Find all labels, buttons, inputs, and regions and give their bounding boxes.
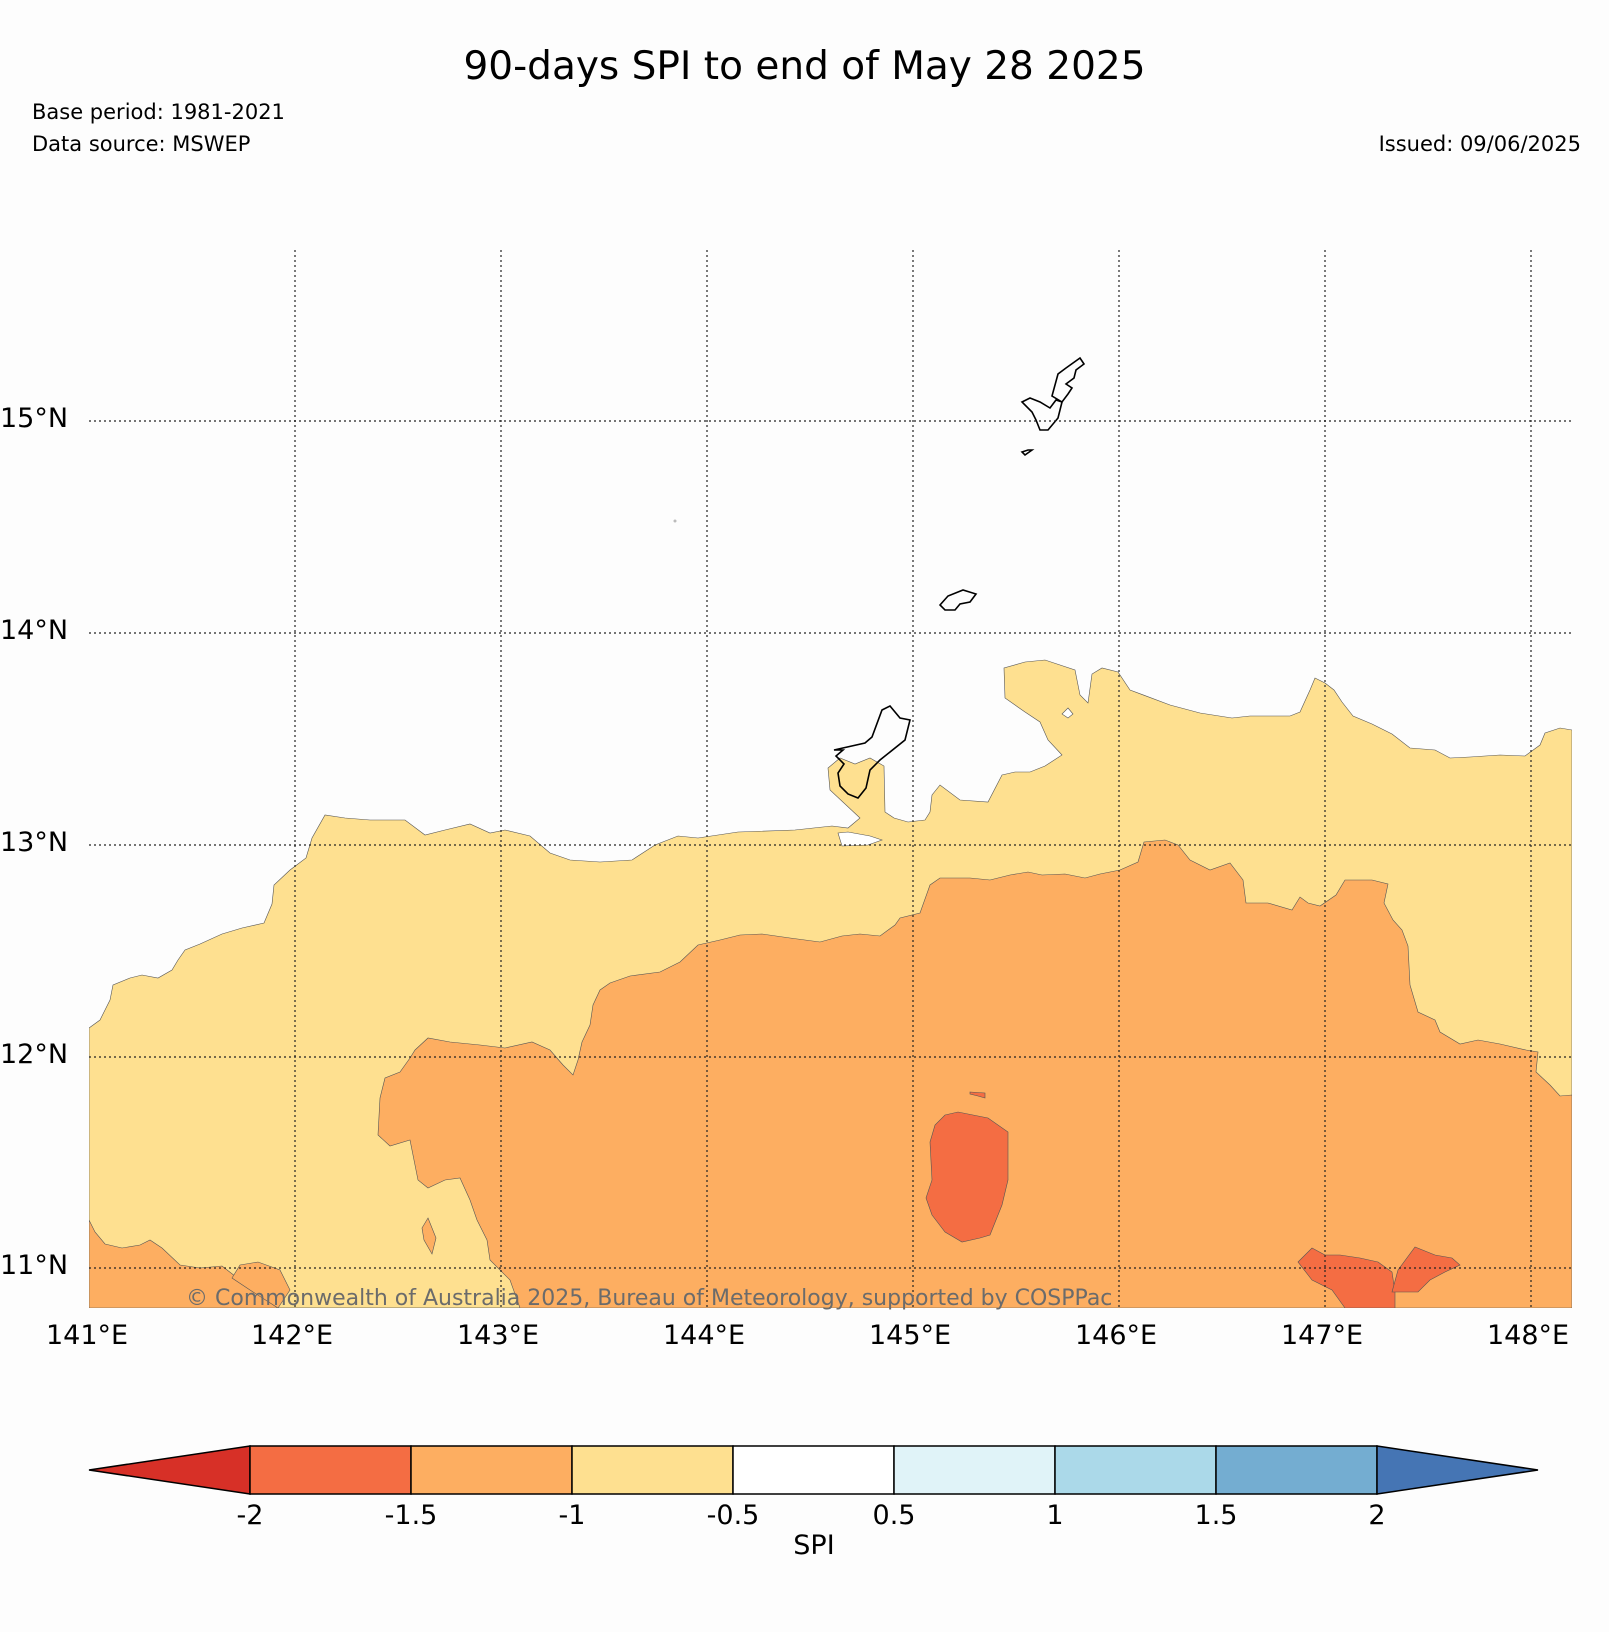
- lon-label: 147°E: [1281, 1320, 1364, 1351]
- island-outline-aguijan: [1020, 449, 1035, 457]
- island-outline-saipan: [1051, 356, 1086, 404]
- lat-label: 13°N: [0, 827, 69, 858]
- spi-region-near-normal: [1061, 707, 1074, 719]
- lon-label: 143°E: [457, 1320, 540, 1351]
- lon-label: 144°E: [663, 1320, 746, 1351]
- map-title: 90-days SPI to end of May 28 2025: [463, 44, 1146, 89]
- colorbar-tick-label: -1: [558, 1500, 586, 1531]
- colorbar-bin: [410, 1445, 573, 1495]
- lat-label: 14°N: [0, 615, 69, 646]
- spi-region-extreme-dry: [1391, 1246, 1461, 1293]
- colorbar-tick-label: -2: [236, 1500, 264, 1531]
- colorbar-bin: [1054, 1445, 1217, 1495]
- spi-region-near-normal: [837, 831, 883, 847]
- lon-label: 145°E: [869, 1320, 952, 1351]
- colorbar-bin: [571, 1445, 734, 1495]
- lat-label: 11°N: [0, 1250, 69, 1281]
- colorbar-extend-low: [88, 1445, 251, 1495]
- colorbar-label: SPI: [793, 1530, 835, 1561]
- spi-region-severe-dry: [278, 839, 1572, 1308]
- island-outline-guam: [833, 705, 911, 799]
- spi-region-extreme-dry: [925, 1111, 1009, 1243]
- graticule: [89, 250, 1572, 1308]
- colorbar-bin: [732, 1445, 895, 1495]
- lat-label: 15°N: [0, 403, 69, 434]
- reef-dot: [673, 519, 677, 523]
- colorbar-tick-label: 1.5: [1194, 1500, 1238, 1531]
- spi-region-severe-dry: [231, 1261, 291, 1308]
- spi-region-severe-dry: [421, 1217, 437, 1255]
- colorbar-bin: [249, 1445, 412, 1495]
- colorbar-tick-label: -0.5: [706, 1500, 760, 1531]
- lat-label: 12°N: [0, 1039, 69, 1070]
- colorbar-tick-label: 1: [1046, 1500, 1064, 1531]
- spi-region-extreme-dry: [969, 1091, 986, 1099]
- lon-label: 142°E: [251, 1320, 334, 1351]
- island-outline-tinian: [1020, 397, 1063, 431]
- data-source-text: Data source: MSWEP: [32, 132, 251, 156]
- copyright-text: © Commonwealth of Australia 2025, Bureau…: [186, 1286, 1113, 1311]
- colorbar-tick-label: -1.5: [384, 1500, 438, 1531]
- lon-label: 141°E: [46, 1320, 129, 1351]
- base-period-text: Base period: 1981-2021: [32, 100, 285, 124]
- colorbar-tick-label: 2: [1368, 1500, 1386, 1531]
- colorbar-tick-label: 0.5: [872, 1500, 916, 1531]
- lon-label: 146°E: [1075, 1320, 1158, 1351]
- lon-label: 148°E: [1487, 1320, 1570, 1351]
- island-outline-rota: [938, 589, 978, 611]
- colorbar-bin: [893, 1445, 1056, 1495]
- colorbar-extend-high: [1376, 1445, 1539, 1495]
- issued-date-text: Issued: 09/06/2025: [1378, 132, 1581, 156]
- colorbar-bin: [1215, 1445, 1378, 1495]
